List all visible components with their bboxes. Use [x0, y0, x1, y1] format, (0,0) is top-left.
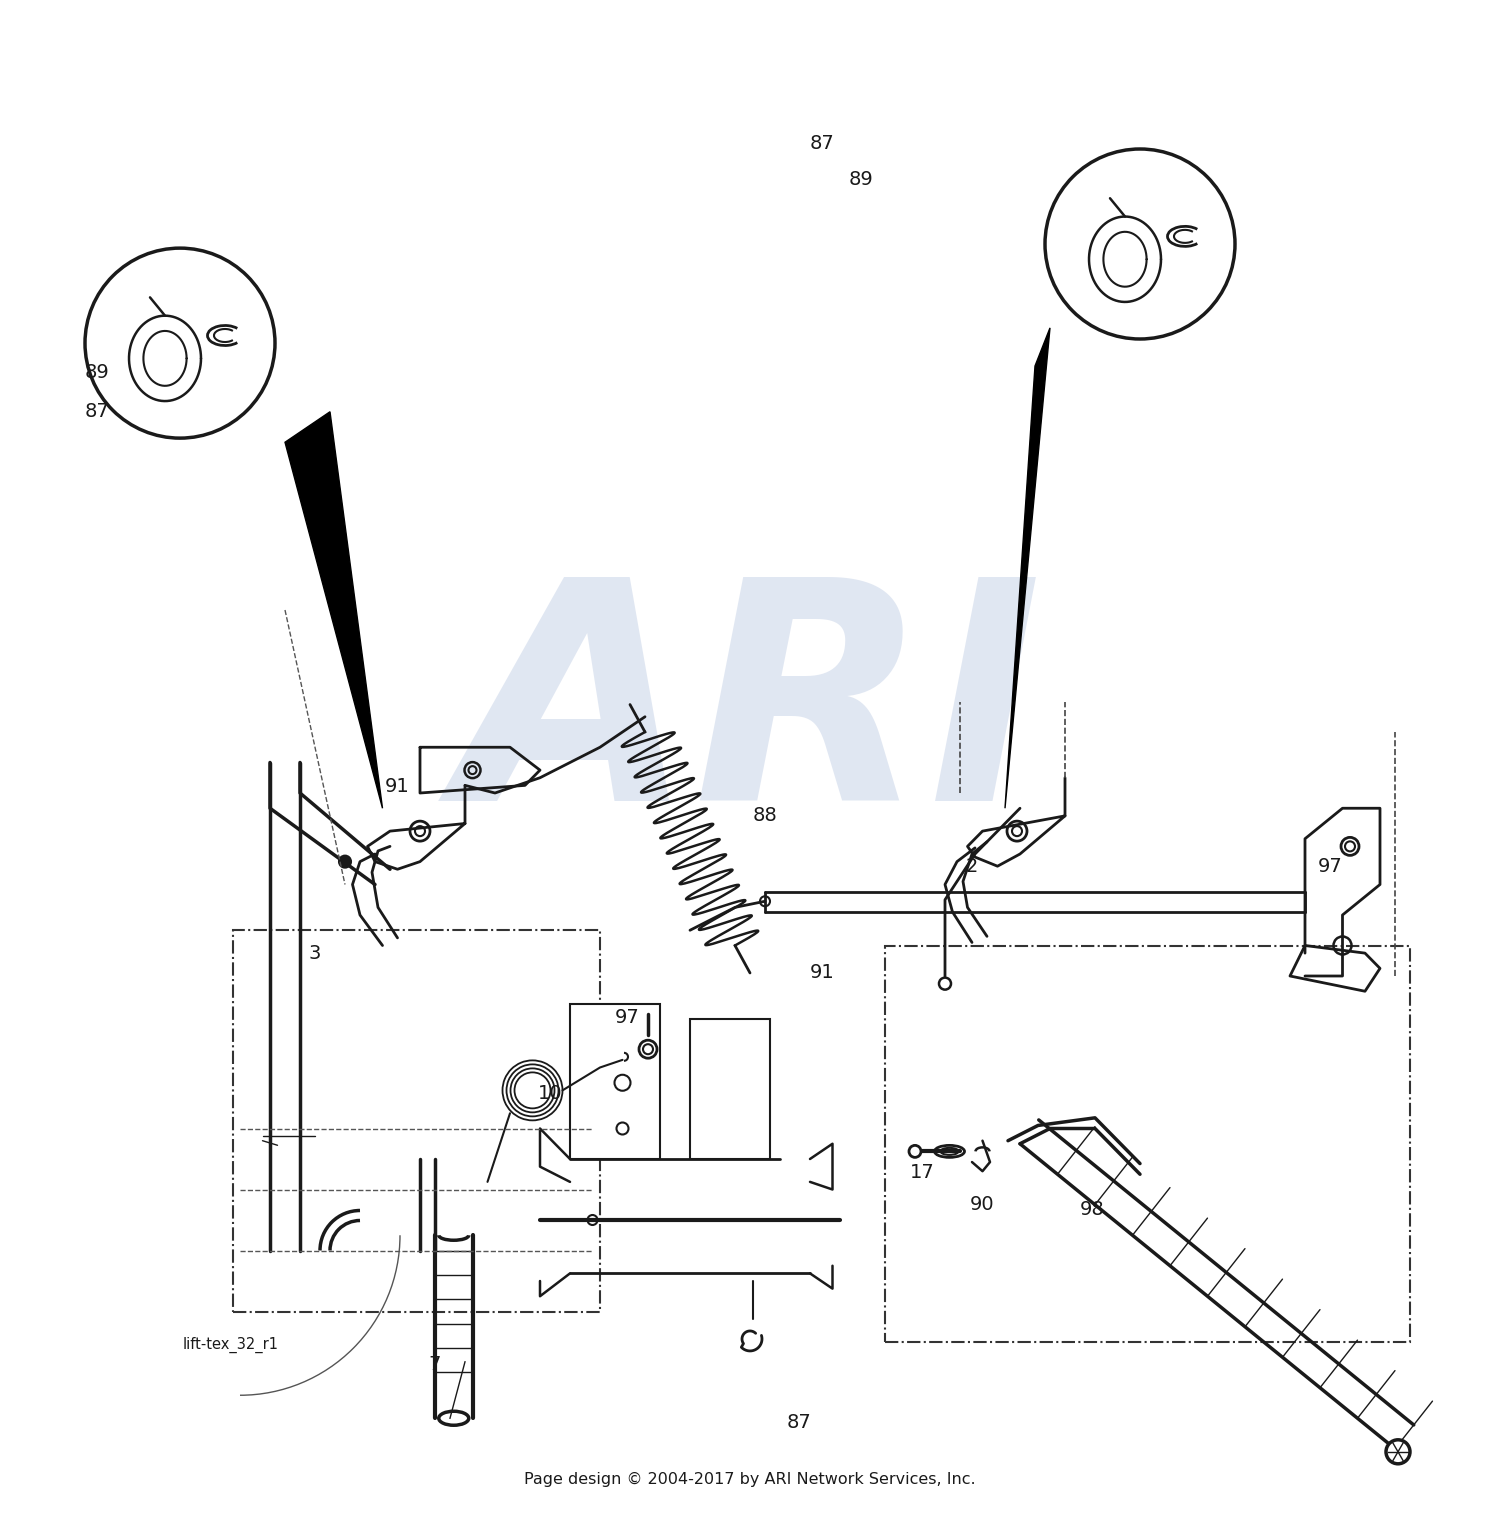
Text: 87: 87 [86, 403, 109, 421]
Polygon shape [1005, 328, 1050, 808]
Text: 91: 91 [386, 778, 410, 796]
Bar [232, 930, 600, 1312]
Text: 88: 88 [753, 807, 777, 825]
Text: 87: 87 [810, 134, 834, 152]
Text: ARI: ARI [458, 569, 1042, 865]
Text: 2: 2 [966, 857, 978, 875]
Bar [570, 1003, 660, 1159]
Text: 91: 91 [810, 964, 834, 982]
Text: 17: 17 [910, 1164, 934, 1182]
Circle shape [1341, 837, 1359, 856]
Text: 89: 89 [849, 171, 873, 189]
Text: 98: 98 [1080, 1200, 1104, 1218]
Circle shape [639, 1040, 657, 1058]
Bar [885, 946, 1410, 1342]
Bar [690, 1019, 770, 1159]
Text: lift-tex_32_r1: lift-tex_32_r1 [183, 1337, 279, 1353]
Text: 3: 3 [309, 944, 321, 962]
Text: Page design © 2004-2017 by ARI Network Services, Inc.: Page design © 2004-2017 by ARI Network S… [524, 1472, 976, 1487]
Text: 90: 90 [970, 1196, 994, 1214]
Polygon shape [285, 412, 382, 808]
Text: 89: 89 [86, 363, 109, 381]
Circle shape [339, 856, 351, 868]
Text: 97: 97 [1318, 857, 1342, 875]
Circle shape [909, 1145, 921, 1157]
Text: 97: 97 [615, 1008, 639, 1026]
Text: 10: 10 [538, 1084, 562, 1103]
Text: 7: 7 [429, 1356, 441, 1374]
Text: 87: 87 [788, 1414, 812, 1432]
Circle shape [1386, 1440, 1410, 1464]
